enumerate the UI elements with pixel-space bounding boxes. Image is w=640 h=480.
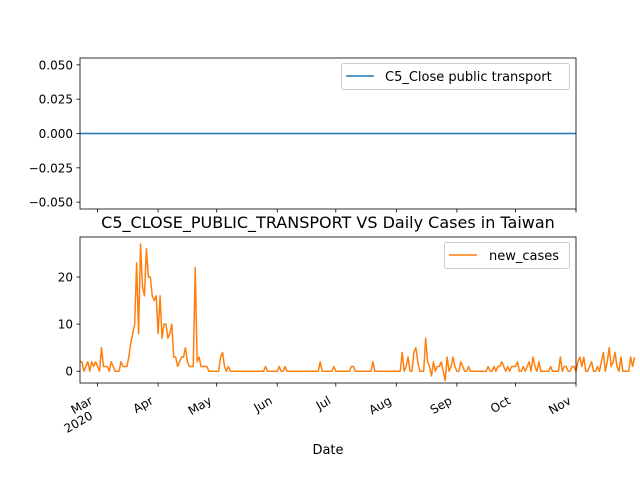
bottom-y-tick-label: 20 [58,271,73,285]
bottom-y-tick-label: 0 [65,365,73,379]
bottom-subplot: C5_CLOSE_PUBLIC_TRANSPORT VS Daily Cases… [58,213,636,458]
bottom-legend-box [444,242,570,269]
bottom-y-ticks: 0 10 20 [58,271,80,379]
top-subplot: 0.050 0.025 0.000 −0.025 −0.050 C5_Close pub… [29,57,577,213]
chart-title: C5_CLOSE_PUBLIC_TRANSPORT VS Daily Cases… [101,213,555,233]
x-axis-label: Date [312,443,343,458]
bottom-plot-frame [79,236,577,384]
top-legend-box [341,63,570,90]
top-y-tick-label: 0.050 [39,58,73,72]
bottom-legend-label: new_cases [489,249,559,264]
bottom-legend: new_cases [444,242,570,269]
top-y-tick-label: −0.025 [29,161,73,175]
top-y-ticks: 0.050 0.025 0.000 −0.025 −0.050 [29,58,80,210]
x-tick-label: Jul [313,393,333,413]
top-legend-label: C5_Close public transport [385,70,552,85]
top-y-tick-label: 0.000 [39,127,73,141]
top-y-tick-label: 0.025 [39,93,73,107]
top-legend: C5_Close public transport [341,63,570,90]
top-x-ticks [97,209,577,213]
top-plot-frame [79,57,577,210]
series-line-new-cases [80,243,636,382]
bottom-y-tick-label: 10 [58,318,73,332]
top-y-tick-label: −0.050 [29,196,73,210]
